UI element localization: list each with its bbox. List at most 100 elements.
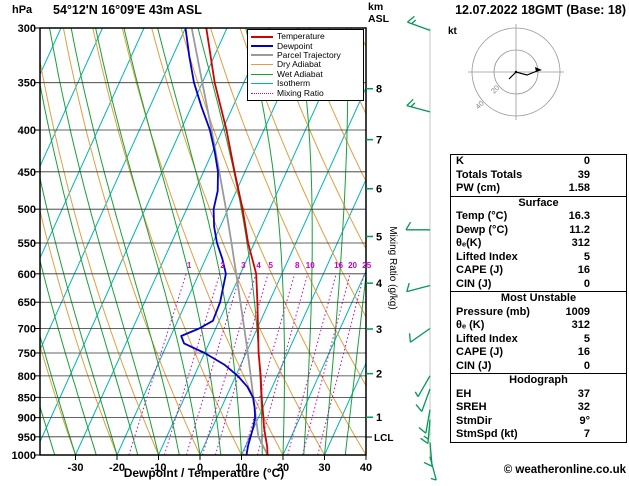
wet-adiabat-line bbox=[70, 28, 180, 455]
wind-barb bbox=[427, 419, 431, 444]
index-value: 16 bbox=[577, 346, 590, 358]
index-value: 11.2 bbox=[569, 223, 590, 236]
pressure-tick-label: 1000 bbox=[12, 450, 36, 462]
plot-border bbox=[39, 27, 367, 456]
index-value: 37 bbox=[577, 387, 590, 400]
pressure-tick-label: 450 bbox=[18, 167, 36, 179]
hodograph-ring bbox=[493, 49, 539, 95]
pressure-tick-label: 900 bbox=[18, 413, 36, 425]
index-row: Totals Totals 39 bbox=[451, 169, 626, 183]
index-value: 39 bbox=[577, 168, 590, 181]
mixing-ratio-line bbox=[287, 273, 337, 455]
index-label: K bbox=[456, 155, 464, 167]
index-value: 0 bbox=[583, 359, 590, 372]
legend-label: Wet Adiabat bbox=[277, 68, 323, 79]
wind-barbs bbox=[405, 15, 437, 481]
index-value: 5 bbox=[583, 332, 590, 345]
index-value: 312 bbox=[571, 319, 590, 331]
legend-label: Mixing Ratio bbox=[277, 87, 324, 98]
hodograph-ring bbox=[471, 27, 561, 117]
index-label: Pressure (mb) bbox=[456, 305, 530, 318]
isotherm-line bbox=[241, 178, 366, 455]
index-label: θₑ (K) bbox=[456, 319, 485, 331]
wind-barb bbox=[409, 327, 431, 343]
pressure-tick-label: 400 bbox=[18, 125, 36, 137]
legend-swatch bbox=[251, 54, 273, 57]
index-row: Lifted Index 5 bbox=[451, 333, 626, 347]
index-label: PW (cm) bbox=[456, 182, 500, 194]
wind-barb bbox=[429, 456, 437, 481]
pressure-tick-label: 950 bbox=[18, 432, 36, 444]
indices-section-most-unstable: Most Unstable Pressure (mb) 1009 θₑ (K) 312 L… bbox=[451, 291, 626, 373]
index-row: PW (cm) 1.58 bbox=[451, 182, 626, 196]
wind-barb bbox=[406, 284, 431, 293]
index-label: Totals Totals bbox=[456, 168, 523, 181]
hodograph-unit-label: kt bbox=[448, 26, 457, 37]
section-title: Surface bbox=[518, 196, 559, 209]
station-title: 54°12'N 16°09'E 43m ASL bbox=[53, 3, 202, 17]
index-value: 312 bbox=[571, 237, 590, 249]
hodograph-ring-label: 20 bbox=[489, 83, 501, 95]
hodograph-trace-arrowhead bbox=[535, 67, 542, 72]
pressure-tick-label: 850 bbox=[18, 392, 36, 404]
mixing-ratio-value-label: 3 bbox=[241, 261, 246, 270]
mixing-ratio-value-label: 2 bbox=[220, 261, 225, 270]
altitude-unit-asl-label: ASL bbox=[368, 13, 389, 25]
index-label: Lifted Index bbox=[456, 332, 518, 345]
temp-tick-label: 20 bbox=[277, 462, 289, 474]
legend-item-isotherm: Isotherm bbox=[251, 79, 361, 88]
index-label: CIN (J) bbox=[456, 359, 492, 372]
indices-top-group: K 0 Totals Totals 39 PW (cm) 1.58 bbox=[451, 155, 626, 196]
wind-barb bbox=[425, 409, 431, 434]
legend-label: Dry Adiabat bbox=[277, 59, 321, 70]
index-label: CIN (J) bbox=[456, 277, 492, 290]
index-value: 1.58 bbox=[568, 182, 590, 194]
mixing-ratio-value-label: 5 bbox=[269, 261, 274, 270]
legend-swatch bbox=[251, 35, 273, 38]
index-row: CAPE (J) 16 bbox=[451, 264, 626, 278]
pressure-tick-label: 800 bbox=[18, 371, 36, 383]
isotherm-line bbox=[40, 28, 228, 443]
legend-swatch bbox=[251, 73, 273, 75]
mixing-ratio-value-label: 16 bbox=[334, 261, 343, 270]
altitude-unit-km-label: km bbox=[368, 1, 384, 13]
index-label: EH bbox=[456, 387, 472, 400]
index-value: 0 bbox=[583, 155, 590, 167]
index-label: Temp (°C) bbox=[456, 210, 508, 222]
index-label: SREH bbox=[456, 401, 487, 413]
index-row: StmSpd (kt) 7 bbox=[451, 428, 626, 442]
mixing-ratio-line bbox=[317, 273, 365, 455]
isotherm-line bbox=[75, 28, 269, 455]
mixing-ratio-line bbox=[302, 273, 351, 455]
mixing-ratio-value-label: 20 bbox=[348, 261, 357, 270]
isotherm-line bbox=[0, 28, 20, 455]
index-label: Lifted Index bbox=[456, 250, 518, 263]
index-row: Temp (°C) 16.3 bbox=[451, 210, 626, 224]
km-tick-label: 6 bbox=[376, 184, 382, 196]
legend-swatch bbox=[251, 64, 273, 66]
temp-tick-label: -20 bbox=[109, 462, 125, 474]
index-label: θₑ(K) bbox=[456, 237, 482, 249]
isotherm-line bbox=[40, 28, 186, 352]
mixing-ratio-value-label: 25 bbox=[362, 261, 371, 270]
dewpoint-curve bbox=[180, 28, 256, 455]
isotherm-line bbox=[324, 361, 366, 455]
hodograph-origin-dot bbox=[514, 70, 518, 74]
mixing-ratio-line bbox=[202, 273, 257, 455]
dry-adiabat-line bbox=[298, 28, 366, 183]
pressure-unit-label: hPa bbox=[12, 4, 33, 16]
mixing-ratio-line bbox=[185, 273, 242, 455]
datetime-label: 12.07.2022 18GMT (Base: 18) bbox=[455, 3, 626, 17]
pressure-tick-label: 650 bbox=[18, 297, 36, 309]
wet-adiabat-line bbox=[40, 404, 56, 455]
temp-tick-label: 0 bbox=[197, 462, 203, 474]
mixing-ratio-value-label: 1 bbox=[187, 261, 192, 270]
index-value: 9° bbox=[579, 414, 590, 427]
legend-label: Temperature bbox=[277, 31, 325, 42]
index-label: StmSpd (kt) bbox=[456, 428, 518, 440]
hodograph-ring-label: 40 bbox=[473, 99, 485, 111]
legend-label: Dewpoint bbox=[277, 40, 313, 51]
